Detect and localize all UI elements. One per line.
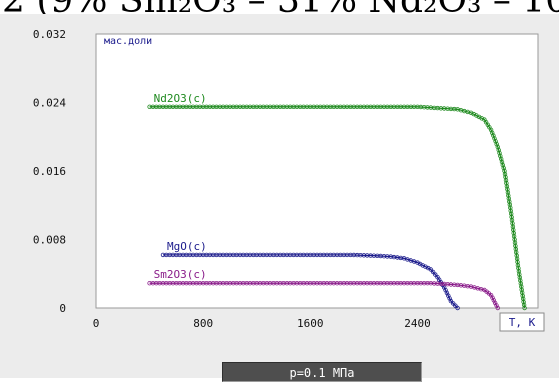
data-point [517,272,522,277]
data-point [499,159,505,165]
data-point [521,299,526,305]
data-point [517,275,522,280]
data-point [496,147,501,153]
data-point [504,180,509,186]
data-point [433,272,438,277]
data-point [507,202,512,207]
data-point [521,302,527,308]
data-point [507,199,512,204]
x-tick-label: 800 [193,317,213,330]
data-point [519,287,524,292]
data-point [497,150,502,156]
data-point [522,305,527,311]
data-point [455,305,460,311]
data-point [501,165,506,171]
data-point [502,171,508,177]
data-point [515,262,521,268]
y-axis-label: мас.доли [104,36,152,47]
data-point [506,193,511,198]
data-point [519,284,524,289]
data-point [520,290,525,295]
data-point [448,298,454,304]
data-point [453,303,458,308]
data-point [495,305,500,311]
data-point [506,196,511,201]
series-label: Nd2O3(c) [154,92,207,105]
data-point [502,168,507,174]
series-line [149,282,499,309]
data-point [503,174,508,180]
x-axis-label: T, K [509,316,536,329]
data-point [451,301,456,306]
series-label: Sm2O3(c) [154,268,207,281]
data-point [518,278,523,283]
x-tick-label: 2400 [404,317,431,330]
data-point [516,269,522,274]
x-axis-label-box [499,312,545,332]
pressure-status-bar: p=0.1 МПа [222,362,422,382]
y-tick-label: 0.008 [33,234,66,247]
data-point [505,190,511,195]
data-point [521,296,526,301]
y-tick-label: 0.032 [33,28,66,41]
data-point [428,267,433,272]
data-point [504,184,510,189]
data-point [508,205,513,210]
series-0 [147,104,527,311]
x-tick-label: 1600 [297,317,324,330]
series-label: MgO(c) [167,240,207,253]
data-point [499,156,504,162]
data-point [508,208,513,213]
data-point [505,187,510,192]
data-point [430,269,436,275]
data-point [516,265,521,271]
data-point [518,281,523,286]
y-tick-label: 0.024 [33,97,66,110]
series-1 [160,252,460,311]
data-point [520,293,525,298]
series-2 [147,281,500,311]
data-point [503,177,509,183]
y-tick-label: 0 [59,302,66,315]
series-line [149,106,526,309]
x-tick-label: 0 [93,317,100,330]
y-tick-label: 0.016 [33,165,66,178]
plot-area [95,33,539,309]
